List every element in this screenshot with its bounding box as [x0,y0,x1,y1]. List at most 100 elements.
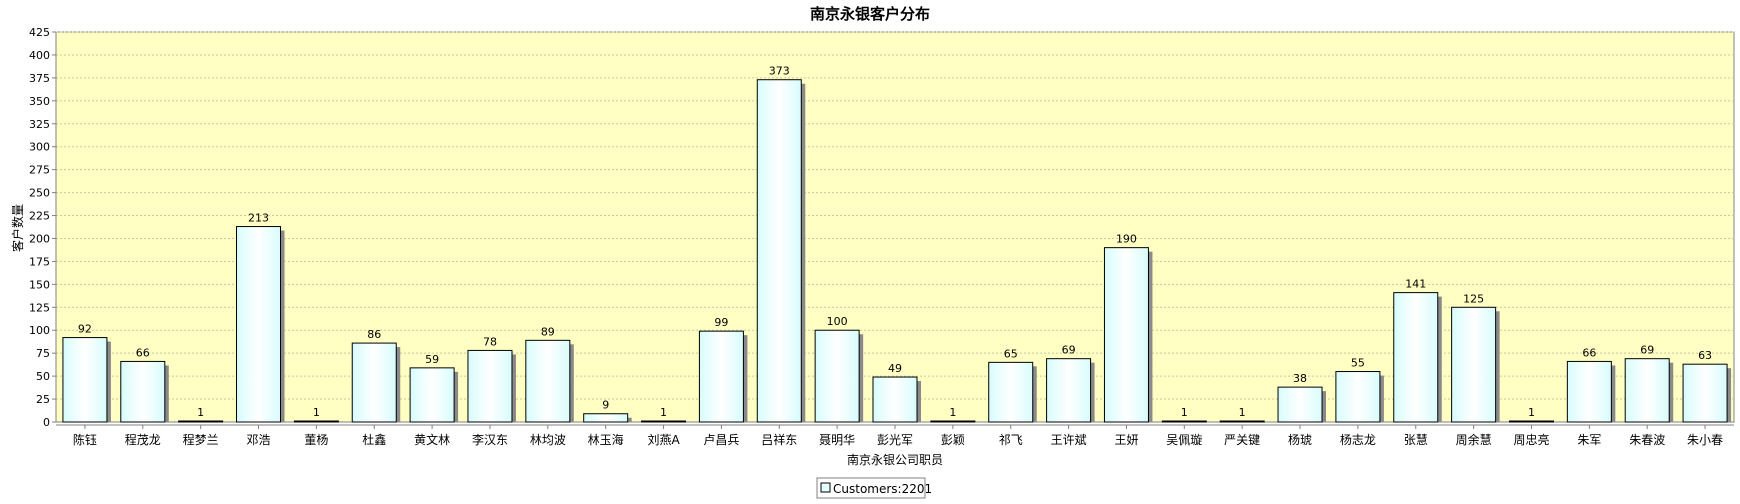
x-tick-label: 张慧 [1404,432,1428,447]
bar[interactable] [1393,292,1439,423]
legend-label: Customers:2201 [833,482,932,496]
y-tick-label: 200 [29,232,50,245]
bar[interactable] [120,360,166,423]
bar[interactable] [525,339,571,423]
x-tick-label: 杜鑫 [362,432,386,447]
bar-value-label: 125 [1463,292,1484,305]
x-tick-label: 杨志龙 [1340,432,1376,447]
x-tick-label: 陈钰 [73,432,97,447]
bar-value-label: 66 [1582,346,1596,359]
bar[interactable] [698,330,744,423]
chart-title: 南京永银客户分布 [810,5,930,23]
x-tick-label: 聂明华 [819,433,855,447]
y-axis-label: 客户数量 [10,204,25,252]
bar-value-label: 100 [827,315,848,328]
x-tick-label: 周余慧 [1456,432,1492,447]
bar[interactable] [930,420,976,423]
bar-value-label: 1 [1181,406,1188,419]
x-tick-label: 吴佩璇 [1166,432,1202,447]
y-tick-label: 225 [29,210,50,223]
y-tick-label: 50 [36,370,50,383]
y-tick-label: 325 [29,118,50,131]
x-tick-label: 吕祥东 [761,433,797,447]
bar[interactable] [1335,371,1381,423]
bar[interactable] [988,361,1034,423]
bar-value-label: 1 [949,406,956,419]
x-tick-label: 彭光军 [877,433,913,447]
bar[interactable] [872,376,918,423]
bar-value-label: 65 [1004,347,1018,360]
bar[interactable] [409,367,455,423]
bar[interactable] [756,79,802,423]
bar-value-label: 213 [248,212,269,225]
bar-value-label: 99 [714,316,728,329]
x-tick-label: 程茂龙 [125,432,161,447]
y-tick-label: 125 [29,301,50,314]
y-tick-label: 275 [29,164,50,177]
y-tick-label: 350 [29,95,50,108]
y-tick-label: 425 [29,26,50,39]
bar[interactable] [293,420,339,423]
legend-swatch [820,482,831,493]
y-tick-label: 100 [29,324,50,337]
bar[interactable] [62,337,108,423]
bar-value-label: 1 [1239,406,1246,419]
y-tick-label: 75 [36,347,50,360]
bar[interactable] [814,329,860,423]
bar-value-label: 141 [1405,278,1426,291]
y-tick-label: 150 [29,278,50,291]
bar[interactable] [1566,360,1612,423]
bar-value-label: 66 [136,346,150,359]
bar-value-label: 69 [1062,344,1076,357]
bar[interactable] [351,342,397,423]
bar[interactable] [467,349,513,423]
x-tick-label: 董杨 [304,432,328,447]
bar-value-label: 1 [1528,406,1535,419]
x-tick-label: 朱军 [1577,433,1601,447]
x-tick-label: 卢昌兵 [703,432,739,447]
bar[interactable] [1508,420,1554,423]
bar[interactable] [641,420,687,423]
y-tick-label: 175 [29,255,50,268]
y-tick-label: 300 [29,141,50,154]
x-tick-label: 刘燕A [647,433,680,447]
bar[interactable] [583,413,629,423]
bar-value-label: 190 [1116,233,1137,246]
bar[interactable] [178,420,224,423]
bar-value-label: 49 [888,362,902,375]
x-tick-label: 严关键 [1224,433,1260,447]
x-tick-label: 王妍 [1114,433,1138,447]
bar[interactable] [1219,420,1265,423]
y-tick-label: 25 [36,393,50,406]
x-tick-label: 程梦兰 [183,432,219,447]
bar-value-label: 55 [1351,357,1365,370]
bar[interactable] [1682,363,1728,423]
x-tick-label: 王许斌 [1051,433,1087,447]
bar[interactable] [1624,358,1670,423]
bar-value-label: 1 [197,406,204,419]
bar-value-label: 9 [602,399,609,412]
bar[interactable] [1451,306,1497,423]
x-tick-label: 林均波 [530,433,566,447]
bar[interactable] [1046,358,1092,423]
x-tick-label: 朱小春 [1687,433,1723,447]
bar[interactable] [1277,386,1323,423]
y-tick-label: 0 [43,416,50,429]
bar-value-label: 89 [541,325,555,338]
x-tick-label: 黄文林 [414,432,450,447]
bar-value-label: 38 [1293,372,1307,385]
bar-value-label: 92 [78,323,92,336]
bar[interactable] [1103,247,1149,423]
bar[interactable] [236,226,282,423]
x-tick-label: 周忠亮 [1513,432,1549,447]
bar-value-label: 59 [425,353,439,366]
bar-value-label: 373 [769,65,790,78]
bar-value-label: 63 [1698,349,1712,362]
y-tick-label: 250 [29,187,50,200]
x-tick-label: 杨琥 [1288,432,1312,447]
x-axis-label: 南京永银公司职员 [847,452,943,467]
bar-value-label: 86 [367,328,381,341]
bar[interactable] [1161,420,1207,423]
